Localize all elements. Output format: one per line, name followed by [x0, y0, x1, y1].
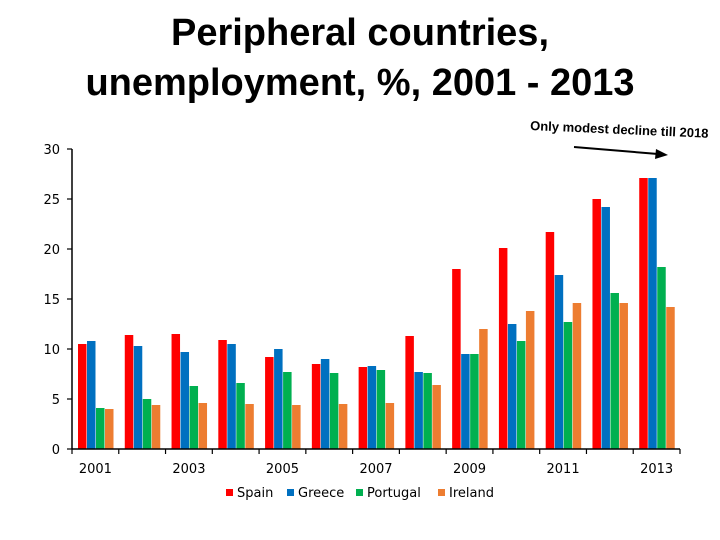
x-tick-label: 2011: [547, 462, 580, 477]
bar-greece-2004: [227, 344, 236, 449]
chart-title-line1: Peripheral countries,: [170, 12, 549, 54]
bar-spain-2012: [592, 199, 601, 449]
annotation: Only modest decline till 2018: [530, 118, 709, 159]
y-tick-label: 0: [52, 443, 60, 458]
x-tick-label: 2013: [640, 462, 673, 477]
y-tick-label: 10: [43, 343, 60, 358]
legend-swatch-greece: [287, 489, 294, 496]
y-tick-label: 25: [43, 193, 60, 208]
x-tick-label: 2005: [266, 462, 299, 477]
bar-ireland-2007: [385, 403, 395, 449]
bar-ireland-2008: [432, 385, 441, 449]
legend-label-portugal: Portugal: [367, 486, 421, 501]
x-tick-label: 2003: [172, 462, 205, 477]
legend-label-ireland: Ireland: [449, 486, 494, 501]
x-tick-label: 2009: [453, 462, 486, 477]
bar-ireland-2004: [245, 404, 254, 449]
bar-ireland-2013: [666, 307, 675, 449]
bar-portugal-2007: [376, 370, 386, 449]
y-axis: 0 5 10 15 20 25 30: [43, 143, 73, 458]
bar-portugal-2003: [189, 386, 199, 449]
bar-ireland-2001: [105, 409, 114, 449]
bar-greece-2008: [414, 372, 423, 449]
x-tick-label: 2001: [79, 462, 112, 477]
bar-ireland-2005: [292, 405, 301, 449]
bar-greece-2007: [367, 366, 377, 449]
bar-portugal-2008: [423, 373, 432, 449]
y-tick-label: 30: [43, 143, 60, 158]
bar-portugal-2009: [470, 354, 479, 449]
bar-greece-2011: [554, 275, 564, 449]
legend-swatch-spain: [226, 489, 233, 496]
bar-greece-2009: [461, 354, 470, 449]
annotation-arrow-line: [573, 146, 659, 155]
bar-ireland-2002: [151, 405, 161, 449]
annotation-text: Only modest decline till 2018: [530, 118, 709, 141]
legend-label-greece: Greece: [298, 486, 344, 501]
bar-spain-2011: [545, 232, 555, 449]
bar-spain-2010: [498, 248, 508, 449]
bar-spain-2013: [639, 178, 648, 449]
bar-spain-2001: [78, 344, 87, 449]
bar-portugal-2001: [96, 408, 105, 449]
chart-title: Peripheral countries, unemployment, %, 2…: [0, 8, 720, 108]
bars: [78, 178, 675, 449]
x-axis: 2001 2003 2005 2007 2009 2011 2013: [71, 448, 681, 477]
bar-ireland-2009: [479, 329, 488, 449]
bar-portugal-2010: [516, 341, 526, 449]
bar-spain-2009: [452, 269, 461, 449]
bar-portugal-2005: [283, 372, 292, 449]
bar-greece-2001: [87, 341, 96, 449]
legend: Spain Greece Portugal Ireland: [226, 486, 494, 501]
bar-spain-2007: [358, 367, 368, 449]
bar-portugal-2002: [142, 399, 152, 449]
bar-spain-2005: [265, 357, 274, 449]
legend-label-spain: Spain: [237, 486, 273, 501]
bar-portugal-2006: [329, 373, 339, 449]
bar-spain-2004: [218, 340, 227, 449]
bar-portugal-2012: [610, 293, 619, 449]
bar-spain-2008: [405, 336, 414, 449]
bar-ireland-2010: [525, 311, 535, 449]
bar-ireland-2006: [338, 404, 348, 449]
y-tick-label: 20: [43, 243, 60, 258]
x-tick-label: 2007: [359, 462, 392, 477]
bar-ireland-2012: [619, 303, 628, 449]
bar-portugal-2013: [657, 267, 666, 449]
bar-portugal-2004: [236, 383, 245, 449]
y-tick-label: 5: [52, 393, 60, 408]
bar-ireland-2003: [198, 403, 208, 449]
bar-greece-2002: [133, 346, 143, 449]
bar-portugal-2011: [563, 322, 573, 449]
bar-greece-2010: [507, 324, 517, 449]
bar-ireland-2011: [572, 303, 582, 449]
y-tick-label: 15: [43, 293, 60, 308]
bar-greece-2005: [274, 349, 283, 449]
bar-greece-2013: [648, 178, 657, 449]
bar-spain-2002: [124, 335, 134, 449]
bar-greece-2012: [601, 207, 610, 449]
bar-greece-2003: [180, 352, 190, 449]
bar-spain-2003: [171, 334, 181, 449]
bar-spain-2006: [311, 364, 321, 449]
chart-title-line2: unemployment, %, 2001 - 2013: [85, 62, 635, 104]
bar-greece-2006: [320, 359, 330, 449]
legend-swatch-portugal: [356, 489, 363, 496]
legend-swatch-ireland: [438, 489, 445, 496]
annotation-arrow-head: [655, 149, 668, 159]
